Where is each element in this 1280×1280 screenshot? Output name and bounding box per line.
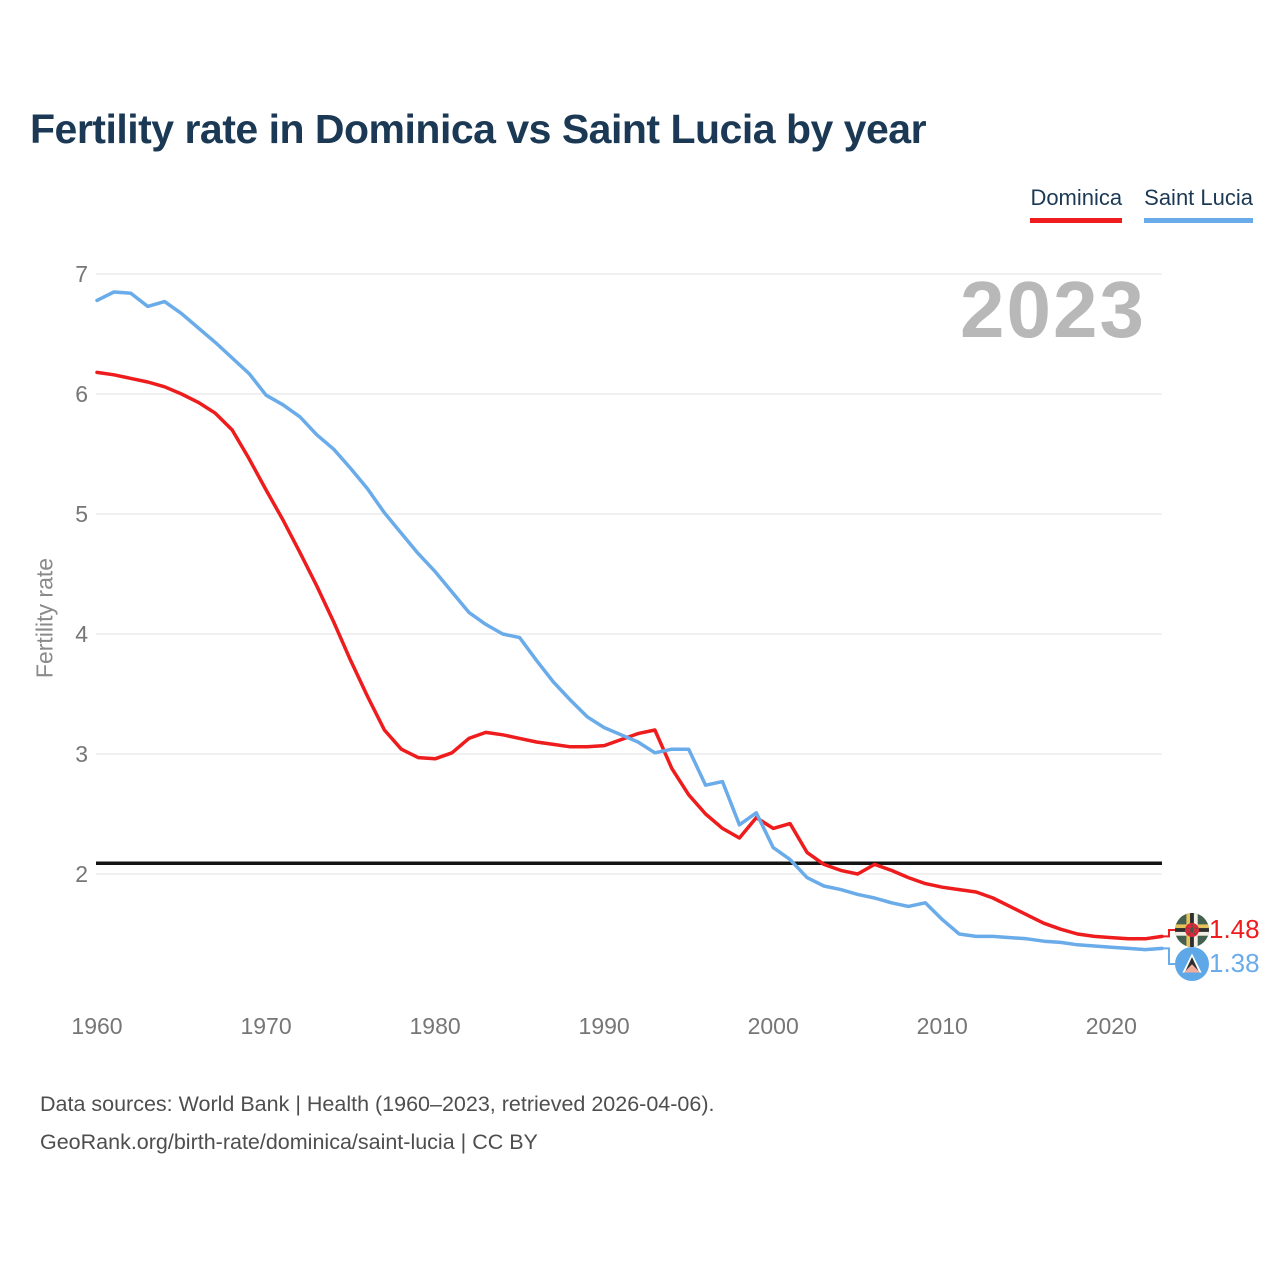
y-tick-label: 3 — [75, 741, 88, 767]
legend: Dominica Saint Lucia — [1030, 185, 1253, 223]
series-line-dominica — [95, 370, 1164, 941]
y-tick-label: 4 — [75, 621, 88, 647]
end-connector — [1162, 929, 1175, 938]
x-tick-label: 1970 — [240, 1013, 292, 1039]
x-tick-label: 1980 — [409, 1013, 461, 1039]
legend-item-dominica[interactable]: Dominica — [1030, 185, 1123, 223]
y-tick-label: 2 — [75, 861, 88, 887]
y-tick-label: 5 — [75, 501, 88, 527]
y-tick-label: 6 — [75, 381, 88, 407]
footer-attribution-line: GeoRank.org/birth-rate/dominica/saint-lu… — [40, 1130, 538, 1154]
x-tick-label: 1960 — [71, 1013, 123, 1039]
x-tick-label: 2020 — [1085, 1013, 1137, 1039]
footer: Data sources: World Bank | Health (1960–… — [40, 1085, 714, 1161]
series-line-saint-lucia — [95, 290, 1164, 952]
gridlines-group — [96, 273, 1162, 875]
end-value-saint-lucia: 1.38 — [1209, 948, 1260, 978]
footer-sources-line: Data sources: World Bank | Health (1960–… — [40, 1092, 715, 1116]
series-end-connectors — [1162, 929, 1175, 965]
saint-lucia-flag-icon — [1175, 947, 1209, 981]
year-watermark: 2023 — [960, 265, 1146, 354]
y-axis-title: Fertility rate — [31, 557, 58, 679]
end-connector — [1162, 947, 1175, 965]
legend-label-saint-lucia: Saint Lucia — [1144, 185, 1253, 210]
dominica-flag-icon — [1175, 913, 1209, 947]
legend-item-saint-lucia[interactable]: Saint Lucia — [1144, 185, 1253, 223]
x-tick-label: 2000 — [747, 1013, 799, 1039]
series-lines — [95, 290, 1164, 952]
end-value-dominica: 1.48 — [1209, 914, 1260, 944]
y-tick-label: 7 — [75, 261, 88, 287]
x-tick-label: 2010 — [916, 1013, 968, 1039]
page-title: Fertility rate in Dominica vs Saint Luci… — [30, 106, 927, 152]
legend-label-dominica: Dominica — [1030, 185, 1123, 210]
x-tick-label: 1990 — [578, 1013, 630, 1039]
